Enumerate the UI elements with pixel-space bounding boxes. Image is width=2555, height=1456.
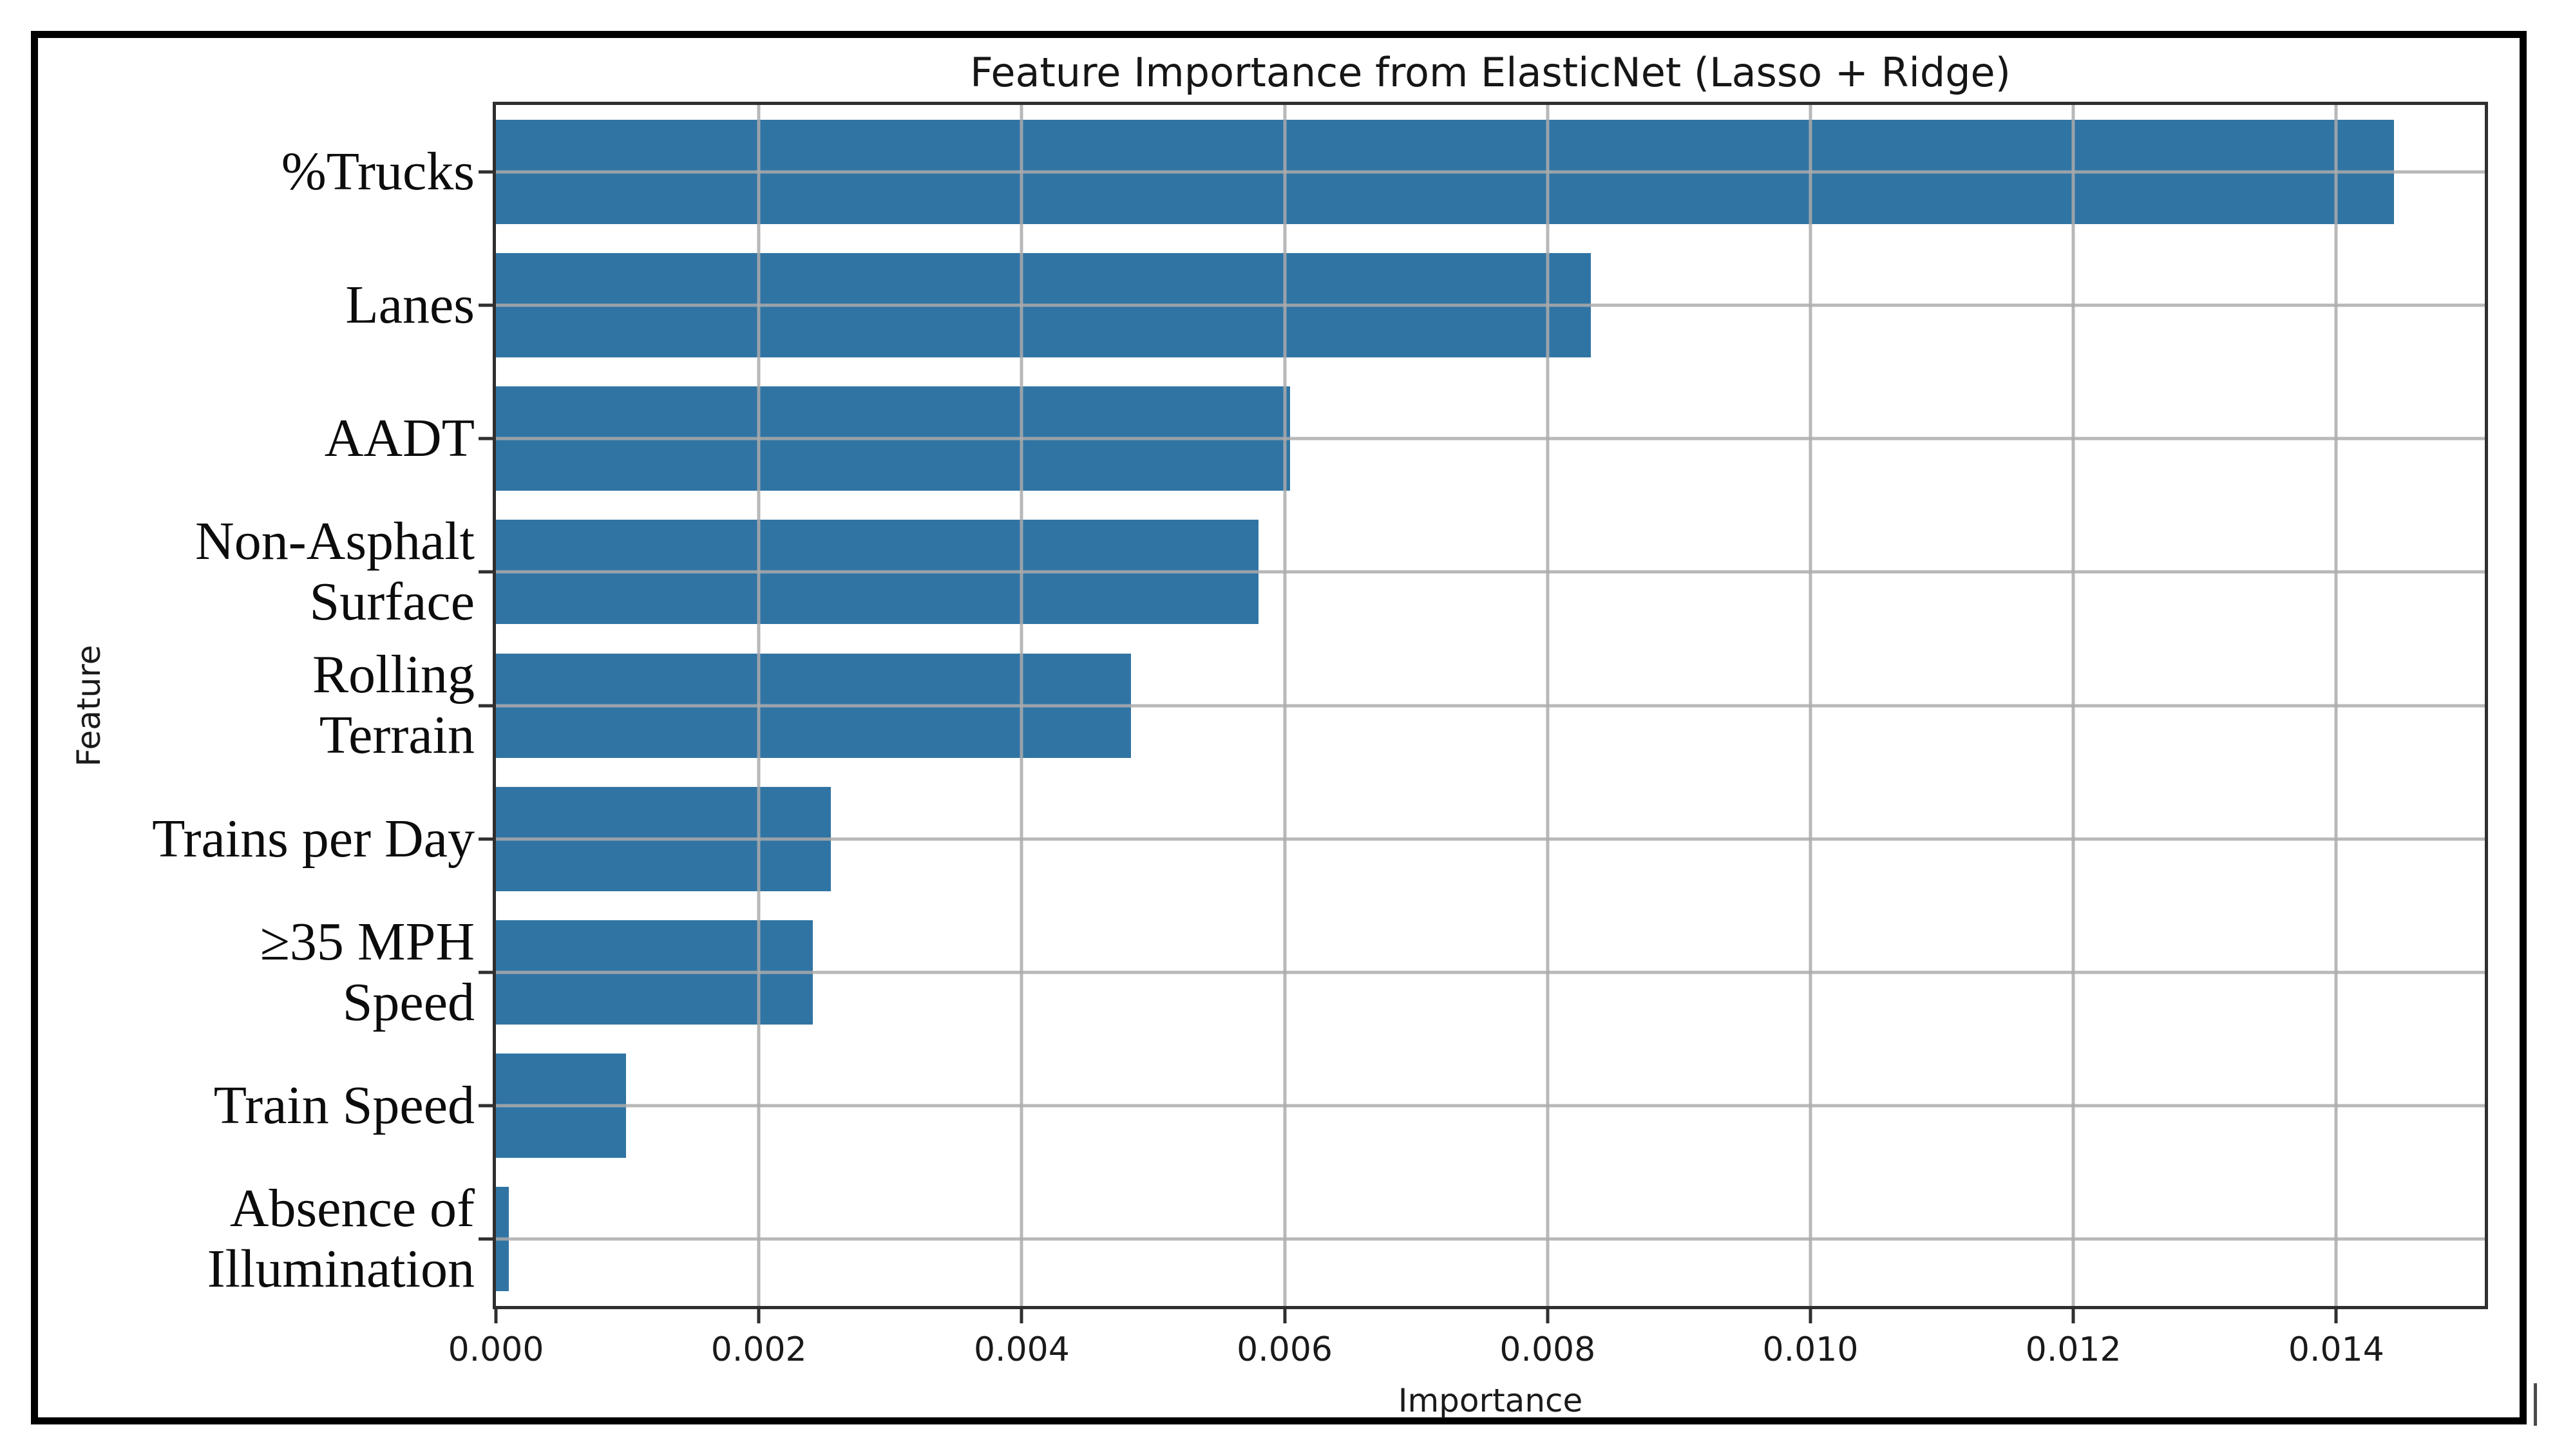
x-tick-label: 0.012 [2025, 1330, 2122, 1369]
y-gridline [496, 1104, 2485, 1108]
y-gridline [496, 837, 2485, 841]
y-tick-mark [479, 837, 493, 841]
y-tick-label: AADT [324, 408, 475, 468]
x-tick-mark [1283, 1309, 1287, 1323]
y-tick-label: %Trucks [281, 141, 475, 202]
y-tick-mark [479, 303, 493, 307]
y-tick-mark [479, 170, 493, 174]
x-tick-mark [1020, 1309, 1023, 1323]
x-tick-mark [757, 1309, 761, 1323]
y-tick-mark [479, 1237, 493, 1241]
plot-area [493, 102, 2488, 1309]
x-tick-label: 0.008 [1499, 1330, 1596, 1369]
y-gridline [496, 437, 2485, 440]
y-tick-mark [479, 970, 493, 974]
y-gridline [496, 303, 2485, 307]
x-axis-label: Importance [1398, 1382, 1583, 1419]
y-tick-label: Non-Asphalt Surface [195, 511, 475, 632]
x-tick-label: 0.010 [1762, 1330, 1859, 1369]
x-tick-mark [1546, 1309, 1550, 1323]
y-tick-label: Train Speed [213, 1075, 475, 1136]
y-tick-label: Lanes [345, 274, 475, 335]
x-gridline [2071, 105, 2075, 1306]
y-tick-label: Trains per Day [152, 808, 475, 869]
x-gridline [1809, 105, 1812, 1306]
y-tick-label: Absence of Illumination [207, 1178, 475, 1300]
x-tick-mark [1809, 1309, 1812, 1323]
x-gridline [757, 105, 761, 1306]
chart-title: Feature Importance from ElasticNet (Lass… [970, 49, 2011, 96]
stray-artifact-mark [2534, 1383, 2537, 1426]
x-gridline [1546, 105, 1550, 1306]
y-tick-label: Rolling Terrain [312, 645, 475, 766]
y-axis-label: Feature [70, 645, 108, 767]
y-tick-mark [479, 1104, 493, 1108]
x-gridline [1283, 105, 1287, 1306]
x-tick-label: 0.000 [448, 1330, 544, 1369]
x-tick-label: 0.006 [1237, 1330, 1333, 1369]
y-gridline [496, 704, 2485, 707]
y-gridline [496, 170, 2485, 174]
y-gridline [496, 1237, 2485, 1241]
y-gridline [496, 970, 2485, 974]
x-tick-mark [2071, 1309, 2075, 1323]
x-tick-label: 0.004 [973, 1330, 1070, 1369]
y-tick-mark [479, 570, 493, 574]
x-tick-mark [494, 1309, 498, 1323]
y-tick-mark [479, 437, 493, 440]
y-gridline [496, 570, 2485, 574]
x-tick-label: 0.002 [710, 1330, 807, 1369]
x-gridline [2334, 105, 2338, 1306]
x-tick-mark [2334, 1309, 2338, 1323]
y-tick-mark [479, 704, 493, 707]
x-tick-label: 0.014 [2288, 1330, 2384, 1369]
x-gridline [1020, 105, 1023, 1306]
y-tick-label: ≥35 MPH Speed [260, 911, 475, 1032]
